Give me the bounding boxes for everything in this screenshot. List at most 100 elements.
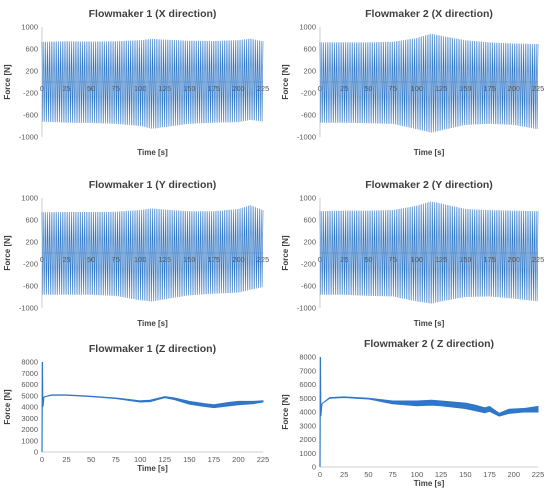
x-tick-label: 175: [483, 84, 496, 93]
x-tick-label: 225: [532, 84, 545, 93]
y-tick-label: 200: [25, 238, 38, 247]
y-tick-label: -1000: [19, 304, 38, 313]
x-tick-label: 0: [318, 255, 322, 264]
x-tick-label: 225: [257, 455, 270, 464]
series-spike: [41, 361, 45, 453]
x-tick-label: 150: [183, 255, 196, 264]
x-axis-title: Time [s]: [137, 148, 168, 157]
x-tick-label: 0: [318, 470, 322, 479]
x-tick-label: 0: [40, 84, 44, 93]
x-tick-label: 200: [232, 84, 245, 93]
y-tick-label: 5000: [21, 391, 38, 400]
y-tick-label: 7000: [299, 366, 316, 375]
y-tick-label: -1000: [19, 133, 38, 142]
x-tick-label: 75: [111, 84, 119, 93]
chart-title: Flowmaker 1 (X direction): [89, 8, 217, 20]
x-tick-label: 200: [508, 84, 521, 93]
chart-flowmaker-2-y: Flowmaker 2 (Y direction)1000600200-200-…: [281, 179, 544, 328]
x-tick-label: 75: [111, 255, 119, 264]
y-tick-label: 8000: [299, 353, 316, 362]
x-tick-label: 75: [388, 255, 396, 264]
y-tick-label: -600: [23, 111, 38, 120]
x-tick-label: 225: [257, 84, 270, 93]
y-axis-title: Force [N]: [3, 64, 12, 99]
y-tick-label: -1000: [297, 304, 316, 313]
y-axis-title: Force [N]: [3, 389, 12, 424]
chart-flowmaker-1-y: Flowmaker 1 (Y direction)1000600200-200-…: [3, 179, 269, 328]
series-line: [41, 38, 264, 129]
x-axis-title: Time [s]: [414, 319, 445, 328]
y-tick-label: 1000: [299, 23, 316, 32]
x-tick-label: 50: [364, 84, 372, 93]
x-tick-label: 50: [87, 84, 95, 93]
y-axis-title: Force [N]: [281, 394, 290, 429]
y-tick-label: -200: [301, 89, 316, 98]
series-line: [319, 33, 539, 133]
x-tick-label: 125: [435, 470, 448, 479]
x-tick-label: 50: [364, 470, 372, 479]
y-tick-label: -200: [23, 260, 38, 269]
x-tick-label: 75: [388, 470, 396, 479]
chart-title: Flowmaker 2 (Y direction): [365, 179, 493, 191]
series-line: [41, 205, 264, 302]
y-tick-label: 600: [25, 216, 38, 225]
y-tick-label: -600: [301, 282, 316, 291]
x-tick-label: 75: [388, 84, 396, 93]
x-tick-label: 75: [111, 455, 119, 464]
x-tick-label: 125: [159, 84, 172, 93]
y-tick-label: 1000: [21, 23, 38, 32]
x-axis-title: Time [s]: [137, 319, 168, 328]
series-spike: [319, 356, 323, 468]
y-axis-title: Force [N]: [281, 64, 290, 99]
x-axis-title: Time [s]: [414, 479, 445, 488]
y-tick-label: 0: [312, 463, 316, 472]
x-tick-label: 150: [459, 470, 472, 479]
y-tick-label: 4000: [299, 408, 316, 417]
series-line: [319, 201, 539, 304]
x-tick-label: 225: [532, 470, 545, 479]
y-tick-label: 8000: [21, 358, 38, 367]
y-tick-label: 2000: [21, 425, 38, 434]
x-tick-label: 175: [483, 255, 496, 264]
y-tick-label: 1000: [299, 449, 316, 458]
y-axis-title: Force [N]: [3, 235, 12, 270]
x-tick-label: 150: [459, 255, 472, 264]
y-tick-label: 600: [303, 216, 316, 225]
chart-title: Flowmaker 1 (Y direction): [89, 179, 217, 191]
x-tick-label: 25: [62, 255, 70, 264]
y-tick-label: 6000: [299, 380, 316, 389]
x-tick-label: 175: [208, 84, 221, 93]
x-tick-label: 200: [508, 255, 521, 264]
y-tick-label: 3000: [21, 414, 38, 423]
chart-title: Flowmaker 1 (Z direction): [89, 343, 216, 355]
chart-flowmaker-1-z: Flowmaker 1 (Z direction)800070006000500…: [3, 343, 269, 473]
x-tick-label: 225: [257, 255, 270, 264]
x-tick-label: 50: [364, 255, 372, 264]
x-tick-label: 50: [87, 255, 95, 264]
x-tick-label: 200: [508, 470, 521, 479]
chart-title: Flowmaker 2 ( Z direction): [364, 338, 494, 350]
y-tick-label: 200: [303, 67, 316, 76]
x-tick-label: 125: [435, 255, 448, 264]
series-band: [43, 394, 264, 409]
y-tick-label: 200: [25, 67, 38, 76]
y-tick-label: -600: [23, 282, 38, 291]
x-tick-label: 150: [459, 84, 472, 93]
x-tick-label: 200: [232, 255, 245, 264]
x-tick-label: 25: [340, 470, 348, 479]
x-tick-label: 25: [62, 84, 70, 93]
x-axis-title: Time [s]: [137, 464, 168, 473]
y-tick-label: 7000: [21, 369, 38, 378]
y-tick-label: 600: [25, 45, 38, 54]
x-tick-label: 100: [411, 255, 424, 264]
x-tick-label: 150: [183, 84, 196, 93]
x-tick-label: 100: [134, 455, 147, 464]
x-tick-label: 125: [435, 84, 448, 93]
chart-title: Flowmaker 2 (X direction): [365, 8, 493, 20]
x-tick-label: 175: [208, 455, 221, 464]
x-tick-label: 0: [318, 84, 322, 93]
y-tick-label: 2000: [299, 435, 316, 444]
x-tick-label: 100: [411, 84, 424, 93]
y-tick-label: 5000: [299, 394, 316, 403]
